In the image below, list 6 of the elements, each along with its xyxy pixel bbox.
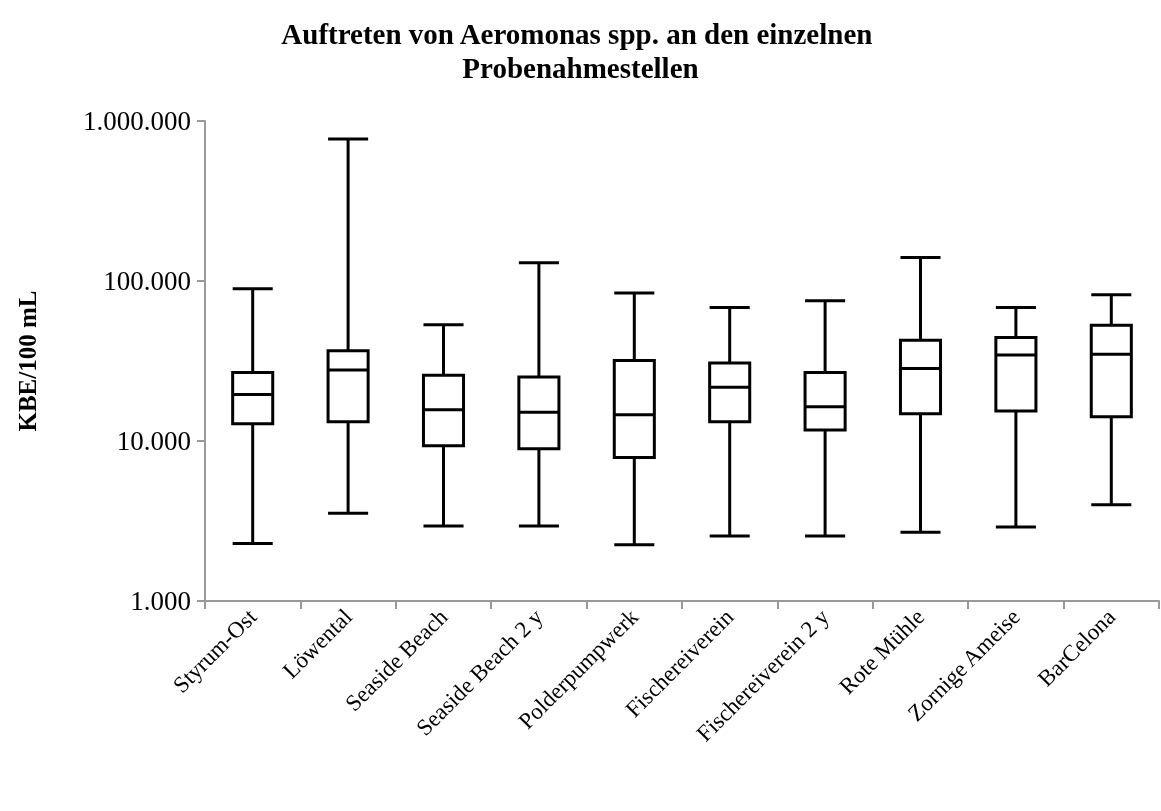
y-tick-label: 1.000.000 — [83, 106, 191, 136]
chart-title: Auftreten von Aeromonas spp. an den einzelnen Probenahmestellen — [281, 18, 880, 84]
y-tick-label: 100.000 — [103, 266, 191, 296]
y-axis-title: KBE/100 mL — [14, 290, 41, 432]
y-tick-label: 10.000 — [116, 426, 191, 456]
y-tick-label: 1.000 — [130, 586, 191, 616]
